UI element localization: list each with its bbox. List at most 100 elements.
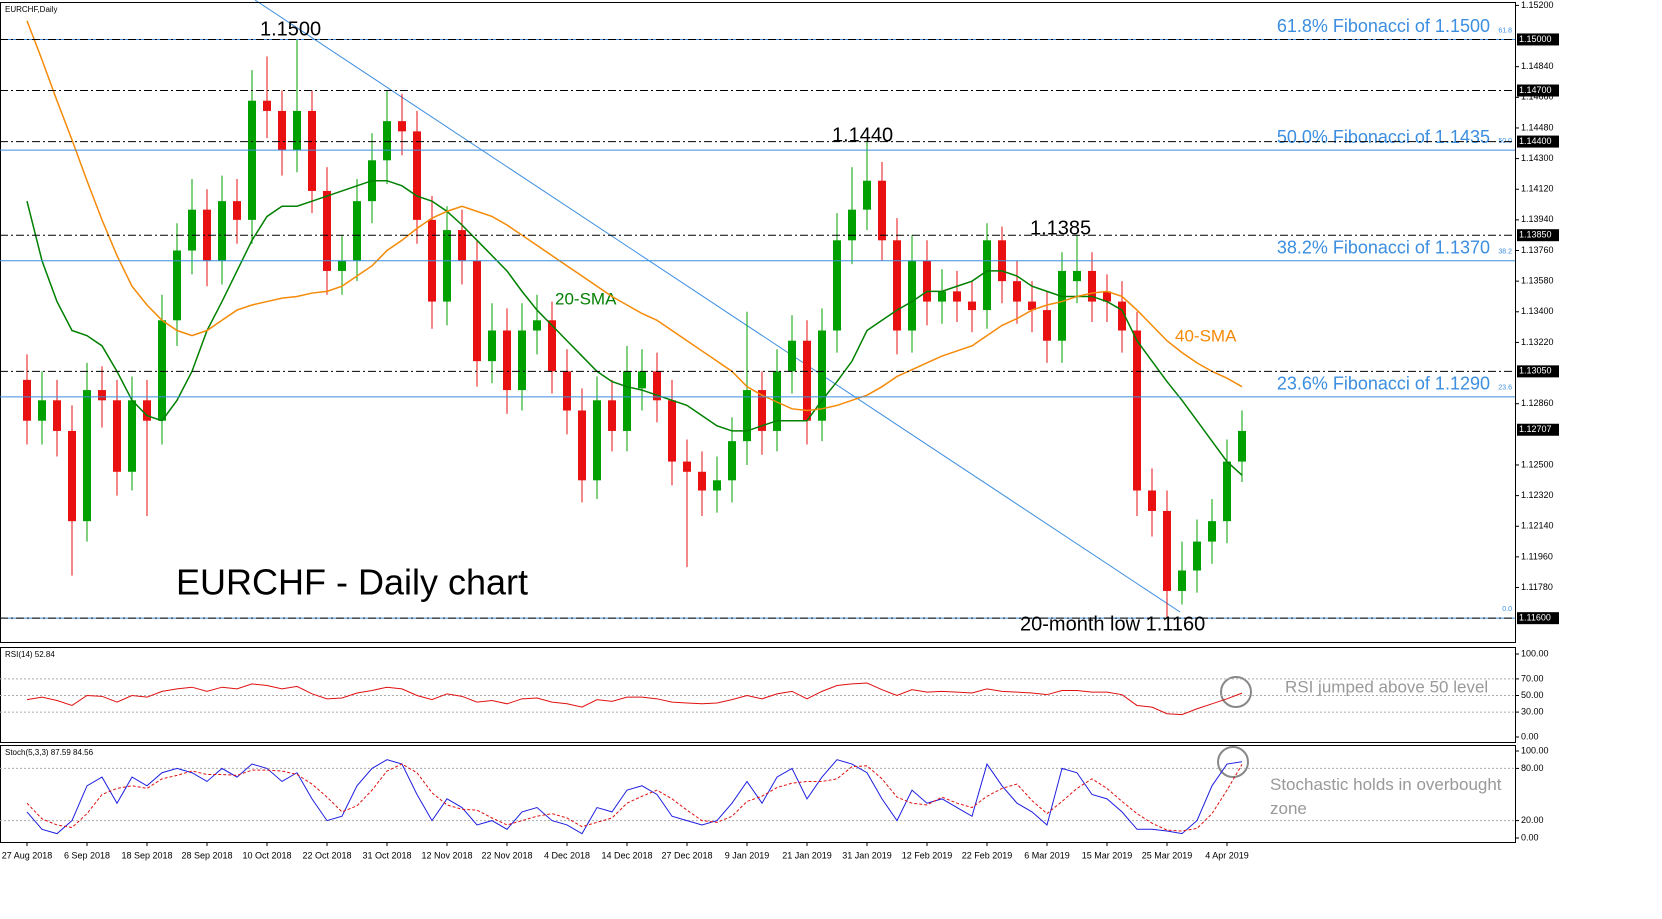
fib-label: 50.0% Fibonacci of 1.1435 (1277, 127, 1490, 147)
panel-title: EURCHF,Daily (5, 5, 57, 14)
y-tick-label: 100.00 (1521, 648, 1549, 658)
x-tick-label: 25 Mar 2019 (1142, 850, 1193, 860)
x-tick-label: 15 Mar 2019 (1082, 850, 1133, 860)
price-box-label: 1.13050 (1519, 366, 1552, 376)
candle-body (758, 390, 766, 431)
candle-body (803, 340, 811, 421)
fib-label: 38.2% Fibonacci of 1.1370 (1277, 237, 1490, 257)
candle-body (863, 180, 871, 210)
y-tick-label: 80.00 (1521, 763, 1544, 773)
price-box-label: 1.11600 (1519, 613, 1551, 623)
candle-body (158, 320, 166, 421)
fib-label: 61.8% Fibonacci of 1.1500 (1277, 16, 1490, 36)
candle-body (38, 400, 46, 421)
fib-ratio: 38.2 (1498, 249, 1512, 256)
annotation: EURCHF - Daily chart (176, 562, 528, 603)
x-tick-label: 4 Apr 2019 (1205, 850, 1249, 860)
candle-body (263, 100, 271, 111)
candle-body (1223, 461, 1231, 522)
candle-body (563, 371, 571, 411)
y-tick-label: 1.14660 (1521, 92, 1554, 102)
candle-body (1088, 270, 1096, 302)
candle-body (143, 400, 151, 421)
indicator-line (26, 763, 1243, 832)
candle-body (203, 209, 211, 261)
x-tick-label: 31 Oct 2018 (362, 850, 411, 860)
candle-body (953, 291, 961, 302)
x-tick-label: 22 Oct 2018 (302, 850, 351, 860)
x-tick-label: 6 Sep 2018 (64, 850, 110, 860)
panel-frame (0, 2, 1516, 643)
annotation: 1.1440 (832, 124, 893, 146)
candle-body (293, 110, 301, 151)
price-box (1517, 229, 1559, 242)
candle-body (908, 260, 916, 331)
candle-body (773, 371, 781, 431)
annotation: 1.1500 (260, 18, 321, 40)
sma-line (26, 20, 1243, 412)
y-tick-label: 1.13760 (1521, 245, 1554, 255)
candle-body (23, 379, 31, 421)
candle-body (653, 371, 661, 401)
candle-body (83, 390, 91, 522)
candle-body (98, 390, 106, 401)
candle-body (1118, 301, 1126, 331)
x-tick-label: 27 Aug 2018 (2, 850, 53, 860)
candle-body (473, 260, 481, 362)
y-tick-label: 1.15200 (1521, 0, 1554, 10)
candle-body (923, 260, 931, 302)
candle-body (833, 240, 841, 331)
y-tick-label: 1.12320 (1521, 490, 1554, 500)
sma-label: 20-SMA (555, 289, 617, 308)
candle-body (788, 340, 796, 372)
price-box (1517, 33, 1559, 46)
candle-body (518, 330, 526, 391)
y-tick-label: 20.00 (1521, 815, 1544, 825)
price-box-label: 1.14400 (1519, 136, 1552, 146)
candle-body (1148, 490, 1156, 511)
candle-body (353, 201, 361, 261)
fib-label: 23.6% Fibonacci of 1.1290 (1277, 374, 1490, 394)
y-tick-label: 1.13580 (1521, 276, 1554, 286)
trend-line (254, 0, 1181, 613)
x-tick-label: 22 Nov 2018 (481, 850, 532, 860)
candle-body (683, 461, 691, 472)
candle-body (338, 260, 346, 271)
x-tick-label: 10 Oct 2018 (242, 850, 291, 860)
candle-body (218, 201, 226, 261)
candle-body (548, 320, 556, 372)
y-tick-label: 100.00 (1521, 745, 1549, 755)
x-tick-label: 27 Dec 2018 (661, 850, 712, 860)
candle-body (1013, 281, 1021, 302)
candle-body (1073, 270, 1081, 282)
x-tick-label: 28 Sep 2018 (181, 850, 232, 860)
candle-body (413, 131, 421, 220)
candle-body (893, 240, 901, 331)
candle-body (458, 230, 466, 261)
last-price-box (1517, 423, 1559, 436)
fib-ratio: 61.8 (1498, 27, 1512, 34)
annotation: 1.1385 (1030, 217, 1091, 239)
candle-body (638, 371, 646, 389)
candle-body (1133, 330, 1141, 491)
candle-body (1043, 310, 1051, 341)
candle-body (53, 400, 61, 431)
candle-body (248, 100, 256, 220)
candle-body (1178, 570, 1186, 591)
x-tick-label: 9 Jan 2019 (725, 850, 770, 860)
panel-title: RSI(14) 52.84 (5, 650, 55, 659)
candle-body (278, 110, 286, 151)
candle-body (968, 301, 976, 311)
candle-body (878, 180, 886, 241)
candle-body (68, 430, 76, 522)
x-tick-label: 31 Jan 2019 (842, 850, 892, 860)
y-tick-label: 30.00 (1521, 706, 1544, 716)
candle-body (1058, 270, 1066, 341)
y-tick-label: 1.14480 (1521, 122, 1554, 132)
candle-body (383, 121, 391, 161)
candle-body (188, 209, 196, 251)
y-tick-label: 1.14840 (1521, 61, 1554, 71)
y-tick-label: 0.00 (1521, 731, 1539, 741)
